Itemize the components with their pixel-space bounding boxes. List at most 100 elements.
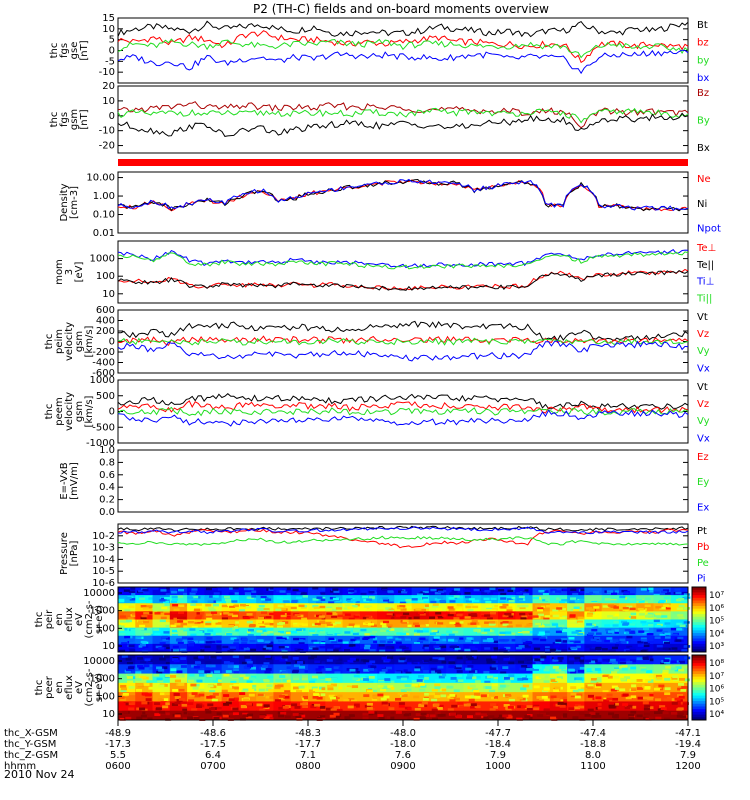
heatmap-speckle: [606, 637, 613, 640]
heatmap-speckle: [160, 612, 167, 615]
heatmap-speckle: [309, 689, 316, 693]
heatmap-speckle: [205, 621, 212, 624]
heatmap-speckle: [662, 589, 669, 592]
colorbar-segment: [692, 635, 706, 639]
heatmap-speckle: [399, 645, 406, 649]
heatmap-speckle: [413, 717, 420, 721]
heatmap-speckle: [227, 613, 234, 616]
heatmap-speckle: [176, 674, 183, 678]
heatmap-speckle: [182, 717, 189, 721]
heatmap-speckle: [326, 608, 333, 611]
heatmap-speckle: [483, 716, 490, 720]
heatmap-speckle: [665, 665, 672, 669]
heatmap-speckle: [431, 670, 438, 674]
series-line: [117, 528, 689, 549]
heatmap-cell: [273, 595, 292, 604]
heatmap-cell: [446, 682, 464, 693]
heatmap-speckle: [274, 657, 281, 660]
heatmap-speckle: [390, 686, 397, 690]
heatmap-speckle: [204, 708, 211, 712]
heatmap-speckle: [386, 613, 393, 616]
heatmap-speckle: [577, 616, 584, 620]
heatmap-speckle: [612, 697, 619, 701]
heatmap-speckle: [653, 593, 660, 596]
heatmap-speckle: [636, 714, 643, 718]
heatmap-speckle: [131, 613, 138, 616]
heatmap-speckle: [163, 631, 170, 634]
heatmap-speckle: [413, 695, 420, 699]
heatmap-speckle: [437, 596, 444, 599]
heatmap-cell: [221, 701, 240, 712]
heatmap-speckle: [423, 644, 430, 647]
heatmap-speckle: [664, 636, 671, 639]
heatmap-speckle: [224, 598, 231, 602]
heatmap-cell: [377, 710, 395, 721]
y-tick-label: -5: [105, 56, 115, 67]
heatmap-speckle: [569, 615, 576, 618]
heatmap-speckle: [207, 600, 214, 603]
ephemeris-value: 8.0: [585, 750, 601, 761]
heatmap-speckle: [400, 686, 407, 690]
heatmap-speckle: [604, 598, 611, 601]
heatmap-speckle: [662, 647, 669, 650]
heatmap-speckle: [522, 644, 529, 647]
heatmap-speckle: [193, 716, 200, 720]
heatmap-speckle: [178, 604, 185, 607]
heatmap-speckle: [441, 673, 448, 677]
heatmap-speckle: [577, 669, 585, 673]
heatmap-speckle: [526, 675, 533, 679]
heatmap-speckle: [474, 617, 481, 621]
heatmap-speckle: [125, 716, 132, 720]
heatmap-speckle: [492, 717, 499, 721]
heatmap-speckle: [163, 655, 171, 659]
heatmap-speckle: [570, 617, 577, 621]
colorbar-tick-label: 10⁶: [709, 604, 724, 614]
heatmap-speckle: [653, 591, 660, 594]
heatmap-speckle: [449, 600, 456, 603]
heatmap-speckle: [491, 655, 498, 659]
heatmap-speckle: [539, 587, 546, 591]
heatmap-cell: [221, 710, 240, 721]
heatmap-speckle: [308, 656, 315, 660]
heatmap-speckle: [594, 685, 601, 688]
heatmap-speckle: [355, 603, 362, 607]
heatmap-speckle: [602, 605, 609, 608]
heatmap-speckle: [165, 593, 172, 596]
heatmap-speckle: [160, 597, 167, 601]
heatmap-speckle: [388, 707, 395, 711]
heatmap-speckle: [559, 616, 566, 620]
heatmap-speckle: [221, 689, 228, 693]
heatmap-speckle: [585, 645, 592, 648]
heatmap-speckle: [550, 716, 557, 720]
heatmap-speckle: [382, 588, 389, 592]
heatmap-cell: [428, 603, 447, 612]
y-tick-label: 0.2: [99, 495, 115, 506]
heatmap-speckle: [257, 693, 264, 697]
heatmap-speckle: [418, 704, 425, 708]
y-axis-label-line: [nT]: [79, 109, 90, 129]
heatmap-speckle: [664, 677, 671, 681]
heatmap-speckle: [198, 693, 205, 697]
heatmap-speckle: [611, 685, 618, 689]
heatmap-speckle: [191, 680, 198, 684]
heatmap-speckle: [661, 615, 668, 618]
heatmap-speckle: [579, 717, 586, 721]
heatmap-speckle: [559, 608, 566, 611]
y-axis-label-line: Pressure: [59, 532, 70, 575]
heatmap-cell: [325, 682, 344, 693]
heatmap-speckle: [543, 680, 550, 684]
heatmap-cell: [359, 692, 378, 702]
heatmap-speckle: [601, 648, 608, 651]
heatmap-speckle: [243, 698, 250, 702]
heatmap-speckle: [321, 717, 328, 721]
heatmap-speckle: [552, 623, 559, 626]
heatmap-speckle: [656, 615, 663, 619]
heatmap-speckle: [421, 701, 428, 705]
heatmap-speckle: [227, 665, 234, 668]
heatmap-speckle: [164, 619, 171, 623]
heatmap-speckle: [625, 696, 632, 700]
heatmap-speckle: [465, 595, 472, 599]
heatmap-speckle: [446, 685, 453, 689]
heatmap-speckle: [389, 613, 397, 616]
heatmap-speckle: [328, 601, 335, 604]
